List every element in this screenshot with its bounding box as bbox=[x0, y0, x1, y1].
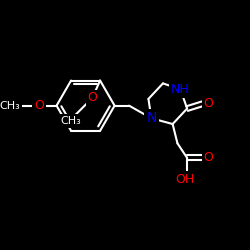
Text: CH₃: CH₃ bbox=[61, 116, 82, 126]
Text: N: N bbox=[146, 111, 156, 125]
Text: OH: OH bbox=[176, 173, 195, 186]
Text: O: O bbox=[34, 99, 44, 112]
Text: CH₃: CH₃ bbox=[0, 101, 20, 111]
Text: O: O bbox=[204, 97, 213, 110]
Text: O: O bbox=[88, 92, 97, 104]
Text: NH: NH bbox=[171, 83, 190, 96]
Text: O: O bbox=[204, 152, 213, 164]
